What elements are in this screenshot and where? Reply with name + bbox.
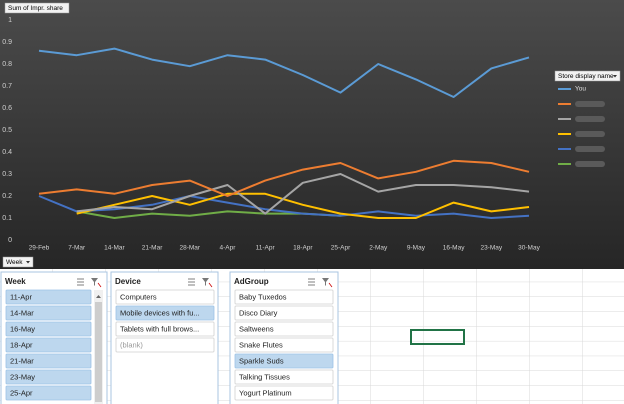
slicer-item[interactable] xyxy=(234,353,334,369)
slicer-item[interactable] xyxy=(5,305,92,321)
slicer-title: Device xyxy=(115,277,141,286)
y-tick-label: 1 xyxy=(8,17,12,24)
slicer-item-label[interactable]: 23-May xyxy=(10,372,35,381)
y-tick-label: 0.2 xyxy=(2,193,12,200)
slicer-item[interactable] xyxy=(234,321,334,337)
y-tick-label: 0.1 xyxy=(2,215,12,222)
x-tick-label: 18-Apr xyxy=(293,245,313,252)
x-tick-label: 9-May xyxy=(407,245,426,252)
x-tick-label: 25-Apr xyxy=(331,245,351,252)
legend-label-blurred xyxy=(575,131,605,137)
series-line xyxy=(76,192,530,219)
clear-filter-x[interactable] xyxy=(328,282,333,288)
x-tick-label: 21-Mar xyxy=(142,245,163,252)
slicer-item[interactable] xyxy=(234,289,334,305)
active-cell[interactable] xyxy=(410,329,465,345)
clear-filter-icon[interactable] xyxy=(202,278,209,286)
slicer-item-label[interactable]: Sparkle Suds xyxy=(239,356,284,365)
slicer-item-label[interactable]: Yogurt Platinum xyxy=(239,388,292,397)
slicer-item[interactable] xyxy=(115,289,215,305)
field-button[interactable] xyxy=(554,70,621,82)
slicer-item-label[interactable]: Tablets with full brows... xyxy=(120,324,199,333)
slicer-item[interactable] xyxy=(5,369,92,385)
y-tick-label: 0.3 xyxy=(2,171,12,178)
slicer-item-label[interactable]: Saltweens xyxy=(239,324,274,333)
series-line xyxy=(38,195,530,219)
slicer-item-label[interactable]: Disco Diary xyxy=(239,308,278,317)
slicer-item-label[interactable]: 18-Apr xyxy=(10,340,33,349)
slicer-item[interactable] xyxy=(5,385,92,401)
field-button[interactable] xyxy=(2,256,34,268)
slicer-item-label[interactable]: 11-Apr xyxy=(10,292,32,301)
legend-label: You xyxy=(575,86,586,93)
x-tick-label: 29-Feb xyxy=(29,245,50,252)
y-tick-label: 0.6 xyxy=(2,105,12,112)
slicer-item[interactable] xyxy=(234,369,334,385)
y-tick-label: 0 xyxy=(8,237,12,244)
y-tick-label: 0.4 xyxy=(2,149,12,156)
scroll-thumb[interactable] xyxy=(95,302,102,402)
slicer-item[interactable] xyxy=(115,305,215,321)
legend-label-blurred xyxy=(575,161,605,167)
field-button[interactable] xyxy=(4,2,70,14)
series-line xyxy=(38,159,530,197)
x-tick-label: 28-Mar xyxy=(179,245,200,252)
slicer-item-label[interactable]: Talking Tissues xyxy=(239,372,290,381)
clear-filter-icon[interactable] xyxy=(91,278,98,286)
slicer-item[interactable] xyxy=(5,289,92,305)
slicer-item-label[interactable]: Mobile devices with fu... xyxy=(120,308,200,317)
slicer-item-label[interactable]: Baby Tuxedos xyxy=(239,292,287,301)
scroll-up[interactable] xyxy=(96,295,101,298)
multi-select-icon[interactable] xyxy=(77,278,84,286)
series-line xyxy=(38,47,530,98)
slicer-item[interactable] xyxy=(115,337,215,353)
clear-filter-x[interactable] xyxy=(97,282,102,288)
field-button-label[interactable]: Store display name xyxy=(558,73,614,80)
dropdown-arrow[interactable] xyxy=(26,261,30,264)
x-tick-label: 2-May xyxy=(369,245,388,252)
slicer-item[interactable] xyxy=(5,321,92,337)
slicer-title: AdGroup xyxy=(234,277,269,286)
multi-select-icon[interactable] xyxy=(308,278,315,286)
y-tick-label: 0.5 xyxy=(2,127,12,134)
clear-filter-x[interactable] xyxy=(208,282,213,288)
slicer-item[interactable] xyxy=(115,321,215,337)
legend-label-blurred xyxy=(575,116,605,122)
clear-filter-icon[interactable] xyxy=(322,278,329,286)
slicer-item[interactable] xyxy=(234,337,334,353)
x-tick-label: 7-Mar xyxy=(68,245,86,252)
slicer-item-label[interactable]: 14-Mar xyxy=(10,308,34,317)
slicer-item-label[interactable]: 16-May xyxy=(10,324,35,333)
slicer-item[interactable] xyxy=(5,353,92,369)
field-button-label[interactable]: Sum of Impr. share xyxy=(8,5,63,12)
x-tick-label: 16-May xyxy=(443,245,465,252)
x-tick-label: 14-Mar xyxy=(104,245,125,252)
x-tick-label: 30-May xyxy=(518,245,540,252)
slicer-item-label[interactable]: 25-Apr xyxy=(10,388,33,397)
dropdown-arrow[interactable] xyxy=(613,75,617,78)
legend-label-blurred xyxy=(575,146,605,152)
slicer-item-label[interactable]: 21-Mar xyxy=(10,356,34,365)
slicer-item-label[interactable]: Computers xyxy=(120,292,157,301)
slicers: Week 11-Apr 14-Mar 16-May 18-Apr 21-Mar 23-May… xyxy=(0,271,339,404)
chart: Sum of Impr. share Store display name Week… xyxy=(2,2,621,268)
series-line xyxy=(76,173,530,215)
x-tick-label: 4-Apr xyxy=(220,245,237,252)
slicer-item-label[interactable]: (blank) xyxy=(120,340,143,349)
y-tick-label: 0.7 xyxy=(2,83,12,90)
y-tick-label: 0.8 xyxy=(2,61,12,68)
field-button-label[interactable]: Week xyxy=(6,259,23,266)
slicer-item[interactable] xyxy=(5,337,92,353)
multi-select-icon[interactable] xyxy=(188,278,195,286)
x-tick-label: 11-Apr xyxy=(256,245,276,252)
legend-label-blurred xyxy=(575,101,605,107)
slicer-item[interactable] xyxy=(234,385,334,401)
slicer-item[interactable] xyxy=(234,305,334,321)
chart-area xyxy=(0,0,624,269)
slicer-item-label[interactable]: Snake Flutes xyxy=(239,340,283,349)
slicer-title: Week xyxy=(5,277,26,286)
x-tick-label: 23-May xyxy=(480,245,502,252)
y-tick-label: 0.9 xyxy=(2,39,12,46)
